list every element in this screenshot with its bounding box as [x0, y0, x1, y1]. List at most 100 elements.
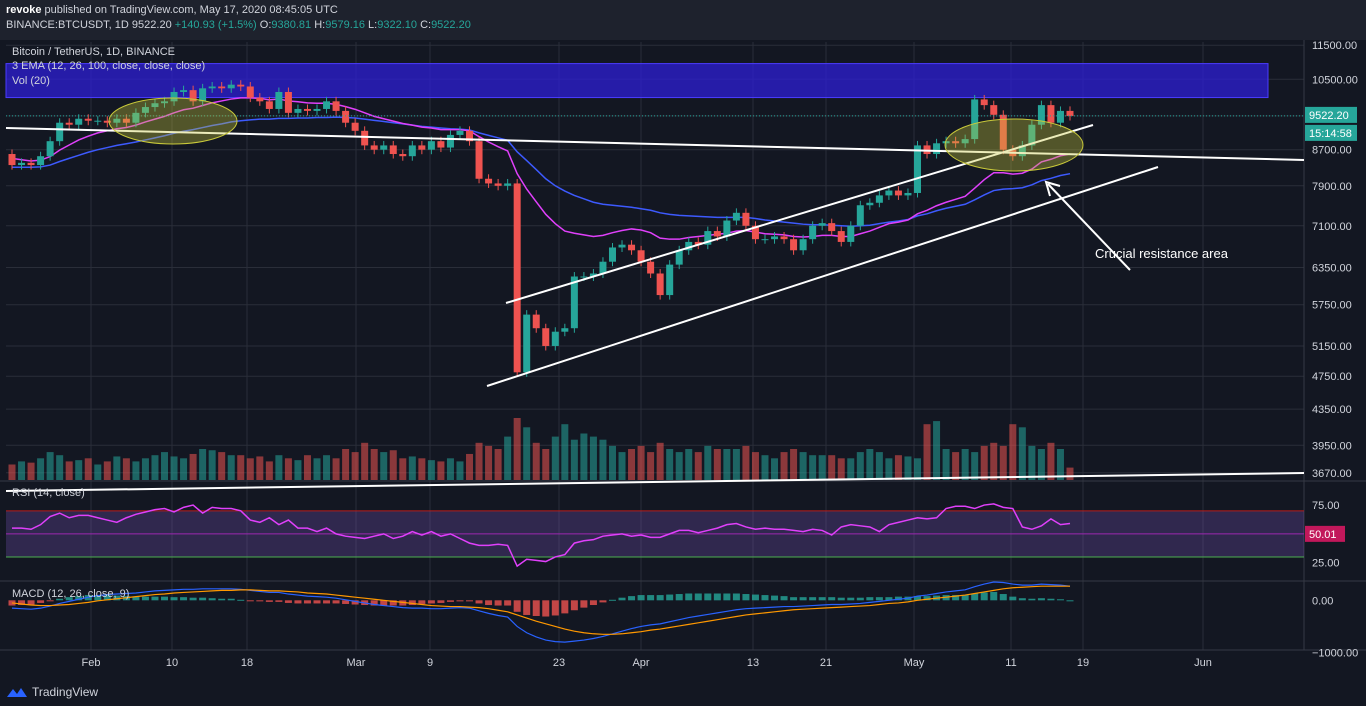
volume-bar [370, 449, 378, 480]
volume-bar [189, 453, 197, 480]
candle-body [942, 141, 950, 144]
candle-body [170, 91, 178, 102]
volume-bar [94, 464, 102, 480]
candle-body [475, 141, 483, 179]
volume-bar [113, 456, 121, 480]
macd-hist-bar [18, 600, 26, 606]
candle-body [685, 241, 693, 251]
volume-bar [980, 445, 988, 480]
candle-body [27, 162, 35, 166]
candle-body [799, 239, 807, 251]
macd-hist-bar [818, 597, 826, 601]
candle-body [313, 108, 321, 111]
macd-hist-bar [256, 600, 264, 602]
open-label: O: [259, 19, 272, 31]
candle-body [1037, 105, 1045, 125]
ohlc-line: BINANCE:BTCUSDT, 1D 9522.20 +140.93 (+1.… [6, 19, 471, 31]
volume-bar [542, 449, 550, 480]
macd-hist-bar [1028, 598, 1036, 601]
candle-body [913, 145, 921, 193]
macd-hist-bar [732, 593, 740, 601]
volume-legend[interactable]: Vol (20) [12, 75, 50, 87]
macd-hist-bar [723, 593, 731, 601]
volume-bar [84, 458, 92, 480]
candle-body [647, 261, 655, 274]
candle-body [113, 118, 121, 123]
macd-hist-bar [1018, 598, 1026, 601]
volume-bar [1037, 449, 1045, 480]
volume-bar [971, 452, 979, 480]
candle-body [504, 183, 512, 186]
volume-bar [990, 442, 998, 480]
candle-body [837, 231, 845, 242]
candle-body [408, 145, 416, 157]
volume-bar [170, 456, 178, 480]
volume-bar [122, 458, 130, 480]
macd-hist-bar [151, 596, 159, 601]
price-tick-label: 4750.00 [1312, 371, 1352, 383]
macd-hist-bar [875, 597, 883, 601]
candle-body [323, 101, 331, 109]
last-price: 9522.20 [131, 19, 172, 31]
macd-hist-bar [618, 597, 626, 601]
candle-body [1028, 124, 1036, 146]
macd-hist-bar [437, 600, 445, 603]
macd-hist-bar [589, 600, 597, 606]
volume-bar [256, 456, 264, 480]
volume-bar [466, 453, 474, 480]
volume-bar [446, 458, 454, 480]
macd-hist-bar [608, 599, 616, 601]
chart-svg[interactable]: Crucial resistance area 11500.00 10500.00 8… [0, 40, 1366, 680]
volume-bar [103, 461, 111, 480]
published-text: published on TradingView.com, May 17, 20… [44, 4, 338, 16]
macd-hist-bar [199, 597, 207, 601]
price-tick-label: 7900.00 [1312, 181, 1352, 193]
high-value: 9579.16 [325, 19, 365, 31]
time-tick-label: 19 [1077, 657, 1089, 669]
candle-body [103, 120, 111, 123]
macd-hist-bar [170, 597, 178, 601]
candle-body [466, 130, 474, 142]
macd-hist-bar [837, 597, 845, 601]
price-tick-label: 11500.00 [1312, 40, 1357, 52]
macd-line [11, 581, 1071, 643]
grid-group [6, 42, 1304, 650]
time-tick-label: Jun [1194, 657, 1212, 669]
main-legend[interactable]: Bitcoin / TetherUS, 1D, BINANCE [12, 46, 176, 58]
publisher-name[interactable]: revoke [6, 4, 42, 16]
volume-bar [1018, 427, 1026, 480]
macd-tick-label: 0.00 [1312, 595, 1333, 607]
macd-hist-bar [389, 600, 397, 606]
macd-legend[interactable]: MACD (12, 26, close, 9) [12, 588, 130, 600]
macd-hist-bar [75, 596, 83, 601]
macd-hist-bar [513, 600, 521, 612]
macd-hist-bar [751, 594, 759, 601]
footer: TradingView [0, 680, 1366, 706]
volume-bar [227, 455, 235, 480]
price-tick-label: 5750.00 [1312, 300, 1352, 312]
highlight-ellipse [108, 97, 238, 145]
candle-body [771, 236, 779, 240]
candle-body [751, 225, 759, 240]
volume-bar [75, 460, 83, 480]
macd-hist-bar [952, 595, 960, 601]
candle-body [237, 84, 245, 87]
candle-body [485, 178, 493, 184]
rsi-legend[interactable]: RSI (14, close) [12, 487, 85, 499]
rsi-tick-label: 25.00 [1312, 558, 1340, 570]
annotation-arrow-head [1044, 180, 1061, 197]
macd-hist-bar [94, 595, 102, 601]
ema-legend[interactable]: 3 EMA (12, 26, 100, close, close, close) [12, 60, 206, 72]
tradingview-logo[interactable]: TradingView [6, 685, 98, 699]
rsi-badge-label: 50.01 [1309, 529, 1337, 541]
macd-hist-bar [103, 595, 111, 601]
publish-line: revoke published on TradingView.com, May… [6, 4, 338, 16]
macd-hist-bar [485, 600, 493, 606]
candle-body [151, 103, 159, 108]
macd-hist-bar [246, 600, 254, 602]
volume-bar [713, 449, 721, 480]
volume-bar [56, 455, 64, 480]
time-tick-label: 11 [1005, 657, 1016, 669]
chart-area[interactable]: Crucial resistance area 11500.00 10500.00 8… [0, 40, 1366, 680]
volume-bar [637, 445, 645, 480]
